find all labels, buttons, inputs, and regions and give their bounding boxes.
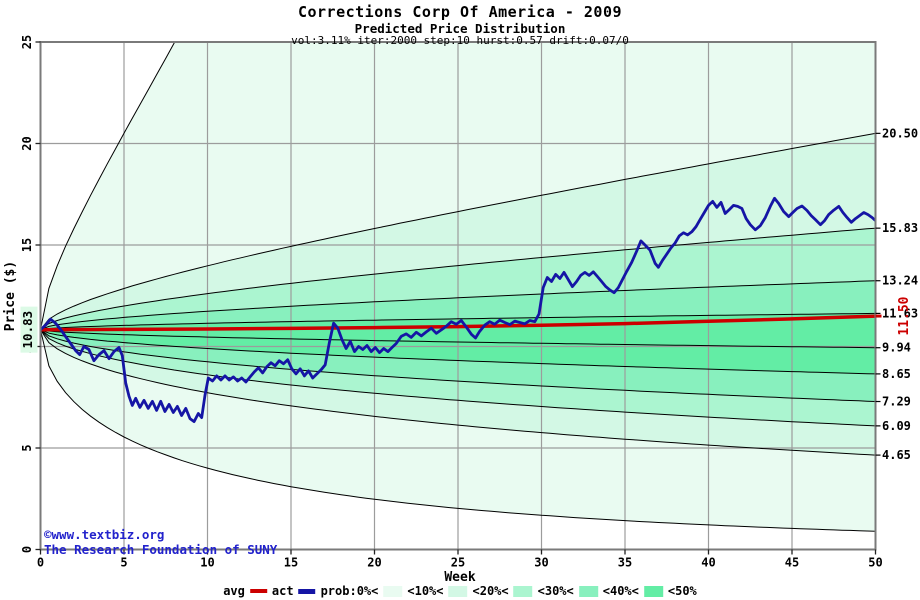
percentile-curve-p70: [40, 280, 876, 331]
x-tick-label: 20: [367, 556, 381, 570]
x-tick-label: 10: [200, 556, 214, 570]
percentile-curve-p20: [40, 329, 876, 427]
percentile-end-label-p60: 11.63: [882, 306, 918, 320]
x-tick-label: 0: [37, 556, 44, 570]
percentile-end-label-p20: 6.09: [882, 419, 911, 433]
watermark-url: ©www.textbiz.org: [44, 527, 165, 542]
start-price-highlight: [20, 306, 38, 353]
simulation-params: vol:3.11% iter:2000 step:10 hurst:0.57 d…: [291, 34, 629, 47]
legend-band-40-50-swatch: [643, 585, 663, 597]
band-p20-p10: [40, 329, 876, 456]
x-tick-label: 45: [785, 556, 799, 570]
x-tick-label: 15: [284, 556, 298, 570]
y-tick-label: 5: [20, 444, 34, 451]
percentile-curve-p10: [40, 329, 876, 456]
legend-band-0-10-swatch: [383, 585, 403, 597]
legend-prob0-label: prob:0%<: [320, 584, 379, 598]
y-tick-label: 25: [20, 35, 34, 49]
legend: avg act prob:0%< <10%< <20%< <30%< <40%<…: [223, 584, 697, 598]
percentile-curve-p40: [40, 329, 876, 375]
watermark-org: The Research Foundation of SUNY: [44, 542, 278, 557]
avg-end-label: 11.50: [897, 296, 912, 335]
percentile-curve-p90: [40, 132, 876, 331]
percentile-curve-p50: [40, 329, 876, 349]
x-tick-label: 50: [868, 556, 882, 570]
percentile-curve-min: [40, 329, 876, 532]
legend-act-line-swatch: [298, 588, 316, 594]
data-series: [40, 196, 876, 423]
legend-avg-label: avg: [223, 584, 245, 598]
avg-line: [40, 314, 876, 332]
chart-title: Corrections Corp Of America - 2009: [297, 3, 623, 21]
y-tick-label: 0: [20, 546, 34, 553]
percentile-end-label-p50: 9.94: [882, 341, 911, 355]
legend-band-30-40-swatch: [578, 585, 598, 597]
percentile-end-label-p90: 20.50: [882, 126, 918, 140]
legend-avg-line-swatch: [249, 589, 267, 593]
legend-band-10-20-swatch: [448, 585, 468, 597]
legend-prob20-label: <20%<: [472, 584, 509, 598]
y-axis-title: Price ($): [3, 260, 18, 332]
percentile-end-label-p80: 15.83: [882, 221, 918, 235]
legend-act-label: act: [271, 584, 294, 598]
act-line: [40, 196, 876, 423]
percentile-curve-p80: [40, 227, 876, 331]
legend-prob50-label: <50%: [667, 584, 697, 598]
percentile-end-label-p30: 7.29: [882, 395, 911, 409]
chart-subtitle: Predicted Price Distribution: [354, 21, 566, 36]
legend-band-20-30-swatch: [513, 585, 533, 597]
x-axis-title: Week: [444, 570, 476, 585]
band-p30-p20: [40, 329, 876, 426]
axis-tick-labels: 05101520253035404550051015202510.8320.50…: [20, 35, 918, 570]
x-tick-label: 40: [701, 556, 715, 570]
percentile-curve-p60: [40, 312, 876, 331]
percentile-end-label-p10: 4.65: [882, 448, 911, 462]
legend-prob30-label: <30%<: [537, 584, 574, 598]
x-tick-label: 25: [451, 556, 465, 570]
legend-prob40-label: <40%<: [602, 584, 639, 598]
percentile-curves: [40, 42, 876, 532]
y-tick-label: 15: [20, 238, 34, 252]
legend-prob10-label: <10%<: [407, 584, 444, 598]
percentile-curve-p30: [40, 329, 876, 402]
percentile-end-label-p40: 8.65: [882, 367, 911, 381]
x-tick-label: 35: [618, 556, 632, 570]
x-tick-label: 30: [534, 556, 548, 570]
x-tick-label: 5: [120, 556, 127, 570]
percentile-end-label-p70: 13.24: [882, 274, 918, 288]
start-price-label: 10.83: [20, 311, 35, 349]
y-tick-label: 20: [20, 136, 34, 150]
